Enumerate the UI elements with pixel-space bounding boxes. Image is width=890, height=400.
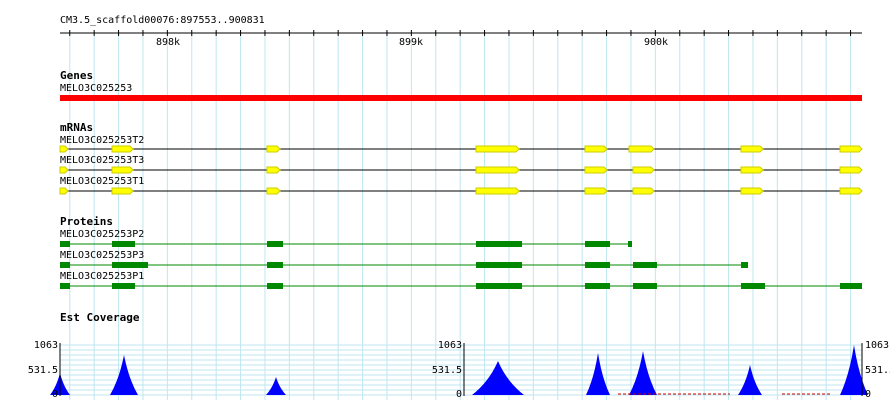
coverage-peak bbox=[840, 345, 868, 395]
protein-block bbox=[633, 262, 657, 268]
exon bbox=[584, 145, 608, 153]
protein-block bbox=[585, 262, 610, 268]
exon bbox=[839, 187, 863, 195]
feature-label: MELO3C025253T2 bbox=[60, 135, 144, 146]
coverage-peak bbox=[586, 353, 610, 395]
coverage-peak bbox=[266, 377, 286, 395]
exon bbox=[632, 166, 655, 174]
exon bbox=[839, 166, 863, 174]
protein-block bbox=[112, 241, 135, 247]
exon bbox=[475, 187, 520, 195]
exon bbox=[740, 187, 764, 195]
protein-block bbox=[585, 241, 610, 247]
exon bbox=[111, 166, 134, 174]
region-label: CM3.5_scaffold00076:897553..900831 bbox=[60, 15, 265, 26]
exon bbox=[475, 166, 520, 174]
ruler-tick-label: 900k bbox=[644, 37, 668, 48]
protein-block bbox=[112, 262, 148, 268]
exon bbox=[475, 145, 520, 153]
protein-block bbox=[60, 283, 70, 289]
feature-label: MELO3C025253P1 bbox=[60, 271, 144, 282]
exon bbox=[740, 145, 764, 153]
feature-label: MELO3C025253P2 bbox=[60, 229, 144, 240]
exon bbox=[111, 187, 134, 195]
coverage-axis-label: 1063 bbox=[438, 340, 462, 351]
coverage-axis-label: 0 bbox=[52, 389, 58, 400]
protein-block bbox=[840, 283, 862, 289]
exon bbox=[59, 187, 69, 195]
gene-bar[interactable] bbox=[60, 95, 862, 101]
coverage-axis-label: 0 bbox=[865, 389, 871, 400]
track-title: Est Coverage bbox=[60, 311, 140, 324]
protein-block bbox=[60, 262, 70, 268]
protein-block bbox=[585, 283, 610, 289]
exon bbox=[632, 187, 655, 195]
feature-label: MELO3C025253 bbox=[60, 83, 132, 94]
protein-block bbox=[741, 262, 748, 268]
feature-label: MELO3C025253T3 bbox=[60, 155, 144, 166]
ruler-tick-label: 899k bbox=[399, 37, 423, 48]
exon bbox=[584, 166, 608, 174]
protein-block bbox=[267, 262, 283, 268]
feature-label: MELO3C025253T1 bbox=[60, 176, 144, 187]
coverage-axis-label: 531.5 bbox=[865, 365, 890, 376]
exon bbox=[584, 187, 608, 195]
coverage-axis-label: 531.5 bbox=[432, 365, 462, 376]
protein-block bbox=[476, 241, 522, 247]
coverage-peak bbox=[110, 355, 138, 395]
coverage-peak bbox=[472, 361, 524, 395]
coverage-axis-label: 531.5 bbox=[28, 365, 58, 376]
protein-block bbox=[267, 241, 283, 247]
feature-label: MELO3C025253P3 bbox=[60, 250, 144, 261]
coverage-plot: 1063 531.5 0 1063 531.5 0 1063 531.5 0 bbox=[28, 340, 890, 400]
protein-block bbox=[476, 262, 522, 268]
coverage-axis-label: 1063 bbox=[865, 340, 889, 351]
protein-block bbox=[741, 283, 765, 289]
protein-block bbox=[112, 283, 135, 289]
protein-block bbox=[476, 283, 522, 289]
exon bbox=[59, 145, 69, 153]
exon bbox=[59, 166, 69, 174]
exon bbox=[266, 166, 281, 174]
protein-block bbox=[60, 241, 70, 247]
exon bbox=[740, 166, 764, 174]
exon bbox=[111, 145, 134, 153]
protein-block bbox=[633, 283, 657, 289]
coverage-axis-label: 1063 bbox=[34, 340, 58, 351]
track-title: Genes bbox=[60, 69, 93, 82]
coverage-peak bbox=[738, 365, 762, 395]
track-title: Proteins bbox=[60, 215, 113, 228]
exon bbox=[266, 187, 281, 195]
track-title: mRNAs bbox=[60, 121, 93, 134]
exon bbox=[628, 145, 655, 153]
coverage-axis-label: 0 bbox=[456, 389, 462, 400]
coverage-peak bbox=[629, 351, 657, 395]
protein-block bbox=[628, 241, 632, 247]
exon bbox=[839, 145, 863, 153]
protein-block bbox=[267, 283, 283, 289]
ruler-tick-label: 898k bbox=[156, 37, 180, 48]
exon bbox=[266, 145, 281, 153]
